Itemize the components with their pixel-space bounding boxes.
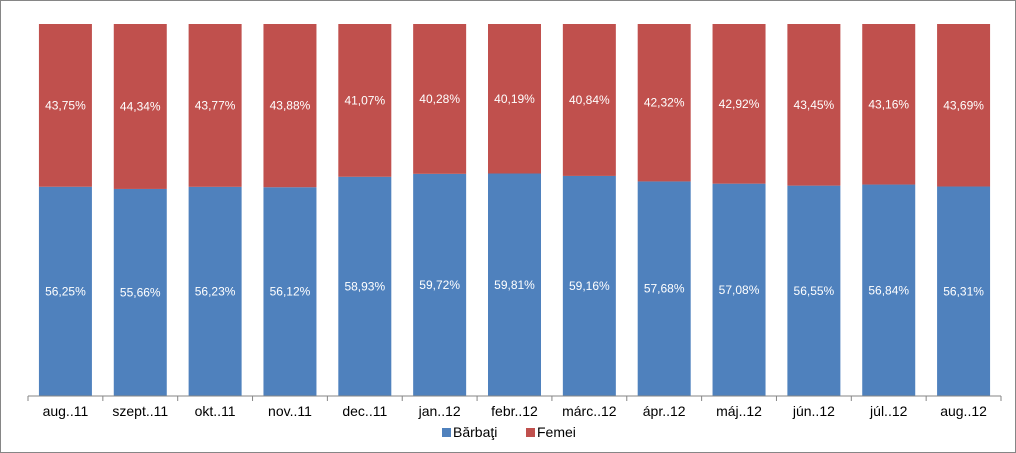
- data-label-barbati-12: 56,31%: [943, 284, 984, 298]
- data-label-femei-4: 41,07%: [344, 93, 385, 107]
- bar-segment-femei-8: [637, 24, 691, 182]
- x-tick-label-7: márc..12: [562, 403, 617, 419]
- bar-segment-femei-10: [787, 24, 841, 186]
- x-tick-label-11: júl..12: [869, 403, 908, 419]
- bar-segment-femei-2: [188, 24, 242, 187]
- data-label-femei-12: 43,69%: [943, 98, 984, 112]
- data-label-barbati-5: 59,72%: [419, 278, 460, 292]
- bars-group: [38, 24, 991, 396]
- bar-segment-barbati-2: [188, 186, 242, 396]
- data-label-femei-9: 42,92%: [719, 97, 760, 111]
- bar-segment-femei-4: [338, 24, 392, 177]
- bar-segment-barbati-6: [488, 173, 541, 396]
- bar-segment-barbati-8: [637, 181, 691, 396]
- bar-segment-barbati-5: [413, 173, 467, 396]
- data-label-femei-5: 40,28%: [419, 92, 460, 106]
- bar-segment-barbati-10: [787, 185, 841, 396]
- bar-segment-barbati-1: [113, 188, 167, 396]
- x-tick-label-2: okt..11: [195, 403, 236, 419]
- bar-segment-femei-3: [263, 24, 317, 188]
- x-tick-label-4: dec..11: [342, 403, 387, 419]
- data-label-femei-8: 42,32%: [644, 96, 685, 110]
- x-tick-label-1: szept..11: [112, 403, 168, 419]
- x-tick-label-3: nov..11: [268, 403, 312, 419]
- bar-segment-femei-9: [712, 24, 766, 184]
- x-tick-label-8: ápr..12: [643, 403, 686, 419]
- data-label-barbati-2: 56,23%: [195, 284, 236, 298]
- legend: Bărbaţi Femei: [442, 424, 576, 440]
- data-label-barbati-6: 59,81%: [494, 278, 535, 292]
- legend-label-barbati: Bărbaţi: [453, 424, 497, 440]
- bar-segment-barbati-12: [937, 186, 991, 396]
- data-label-femei-3: 43,88%: [270, 99, 311, 113]
- x-tick-label-10: jún..12: [792, 403, 835, 419]
- data-label-femei-2: 43,77%: [195, 98, 236, 112]
- data-label-barbati-7: 59,16%: [569, 279, 610, 293]
- bar-segment-femei-6: [488, 24, 541, 174]
- x-tick-label-0: aug..11: [43, 403, 89, 419]
- data-label-barbati-4: 58,93%: [344, 279, 385, 293]
- data-label-barbati-9: 57,08%: [719, 283, 760, 297]
- data-label-barbati-0: 56,25%: [45, 284, 86, 298]
- bar-segment-femei-5: [413, 24, 467, 174]
- data-label-femei-6: 40,19%: [494, 92, 535, 106]
- bar-segment-barbati-0: [38, 186, 92, 396]
- legend-swatch-barbati: [442, 428, 451, 437]
- data-label-barbati-3: 56,12%: [270, 285, 311, 299]
- data-label-barbati-11: 56,84%: [868, 283, 909, 297]
- bar-segment-femei-0: [38, 24, 92, 187]
- data-label-barbati-8: 57,68%: [644, 282, 685, 296]
- data-label-barbati-1: 55,66%: [120, 285, 161, 299]
- x-tick-label-5: jan..12: [418, 403, 461, 419]
- data-label-femei-7: 40,84%: [569, 93, 610, 107]
- bar-segment-barbati-9: [712, 183, 766, 396]
- bar-segment-barbati-7: [562, 175, 616, 396]
- data-label-barbati-10: 56,55%: [794, 284, 835, 298]
- x-tick-label-6: febr..12: [491, 403, 538, 419]
- bar-segment-barbati-3: [263, 187, 317, 396]
- data-label-femei-0: 43,75%: [45, 98, 86, 112]
- data-labels-group: 56,25% 43,75% 55,66% 44,34% 56,23% 43,77% 56,1…: [45, 92, 984, 300]
- legend-label-femei: Femei: [537, 424, 576, 440]
- bar-segment-femei-1: [113, 24, 167, 189]
- legend-swatch-femei: [526, 428, 535, 437]
- bar-segment-femei-7: [562, 24, 616, 176]
- bar-segment-femei-12: [937, 24, 991, 187]
- x-ticks-group: [27, 396, 1002, 401]
- data-label-femei-11: 43,16%: [868, 97, 909, 111]
- bar-segment-femei-11: [862, 24, 916, 185]
- data-label-femei-1: 44,34%: [120, 99, 161, 113]
- data-label-femei-10: 43,45%: [794, 98, 835, 112]
- x-tick-label-12: aug..12: [940, 403, 987, 419]
- bar-segment-barbati-4: [338, 176, 392, 396]
- x-tick-labels-group: aug..11 szept..11 okt..11 nov..11 dec..11 jan…: [43, 403, 988, 419]
- x-tick-label-9: máj..12: [716, 403, 762, 419]
- bar-segment-barbati-11: [862, 184, 916, 396]
